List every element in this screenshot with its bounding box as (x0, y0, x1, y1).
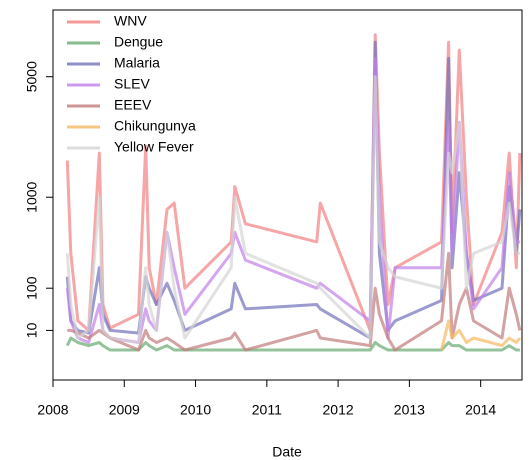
legend-label: SLEV (114, 76, 150, 92)
x-tick-label: 2010 (180, 402, 211, 418)
x-tick-label: 2008 (37, 402, 68, 418)
series-line (65, 75, 520, 344)
y-tick-label: 100 (24, 276, 40, 300)
legend-label: EEEV (114, 97, 152, 113)
legend-label: Dengue (114, 34, 163, 50)
legend-label: Chikungunya (114, 118, 196, 134)
series-line (65, 336, 520, 352)
y-tick-label: 1000 (24, 181, 40, 212)
x-tick-label: 2011 (252, 402, 282, 418)
series-line (440, 319, 522, 351)
x-axis-label: Date (272, 444, 302, 460)
series-line (65, 33, 522, 332)
x-tick-label: 2012 (323, 402, 354, 418)
y-tick-label: 10 (24, 322, 40, 338)
legend-label: WNV (114, 13, 147, 29)
x-tick-label: 2009 (109, 402, 140, 418)
x-tick-label: 2013 (394, 402, 425, 418)
legend-label: Malaria (114, 55, 160, 71)
x-tick-label: 2014 (465, 402, 496, 418)
legend-label: Yellow Fever (114, 139, 194, 155)
y-tick-label: 5000 (24, 61, 40, 92)
plot-frame (52, 9, 523, 381)
